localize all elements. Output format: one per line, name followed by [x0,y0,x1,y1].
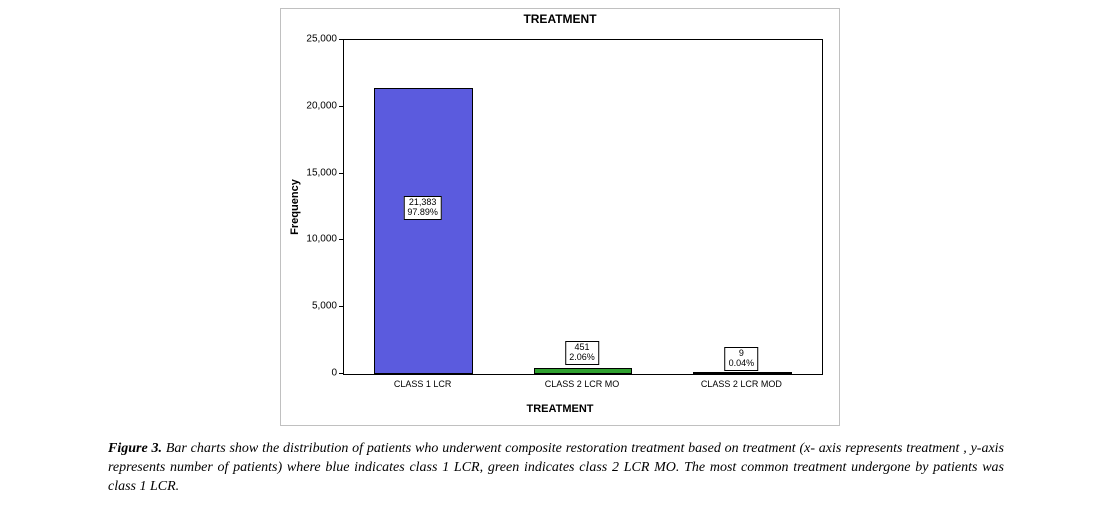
value-label-percent: 0.04% [729,359,755,369]
value-label-box: 90.04% [725,347,759,371]
y-tick [339,373,343,374]
figure-caption: Figure 3. Bar charts show the distributi… [108,440,1004,497]
y-axis-title: Frequency [289,179,301,235]
y-tick-label: 25,000 [306,34,337,45]
y-tick-label: 0 [331,368,337,379]
value-label-percent: 2.06% [569,353,595,363]
chart-title: TREATMENT [281,12,839,26]
x-tick-label: CLASS 2 LCR MO [545,379,620,389]
y-tick-label: 20,000 [306,100,337,111]
y-tick [339,306,343,307]
x-tick-label: CLASS 1 LCR [394,379,452,389]
treatment-chart: TREATMENT Frequency TREATMENT 0 5,000 10,0… [280,8,840,426]
x-axis-title: TREATMENT [281,403,839,415]
y-tick-label: 15,000 [306,167,337,178]
bar [693,372,792,374]
y-tick [339,239,343,240]
y-tick-label: 5,000 [312,301,337,312]
page-root: TREATMENT Frequency TREATMENT 0 5,000 10,0… [0,0,1112,523]
x-tick-label: CLASS 2 LCR MOD [701,379,782,389]
y-tick-label: 10,000 [306,234,337,245]
bar [534,368,633,374]
value-label-box: 4512.06% [565,341,599,365]
y-tick [339,106,343,107]
y-tick [339,173,343,174]
value-label-box: 21,38397.89% [403,196,442,220]
figure-caption-text: Bar charts show the distribution of pati… [108,441,1004,494]
value-label-percent: 97.89% [407,208,438,218]
y-tick [339,39,343,40]
figure-caption-label: Figure 3. [108,441,162,456]
bar [374,88,473,374]
